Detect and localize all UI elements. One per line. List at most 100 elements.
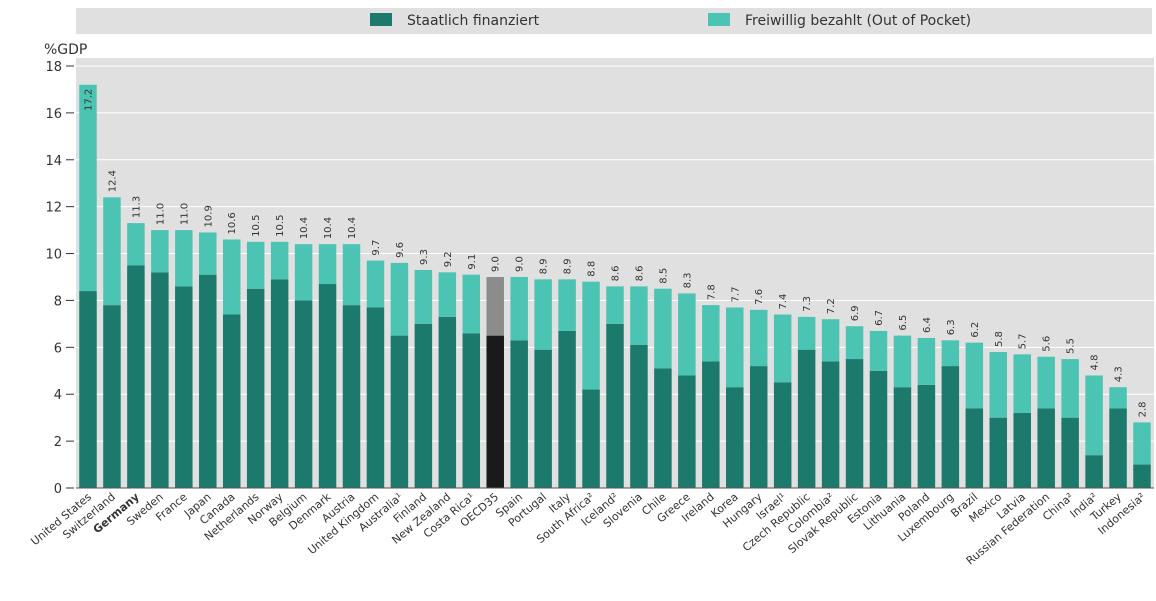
bar-freiwillig [1037,356,1055,409]
bar-staatlich [558,330,576,488]
value-label: 9.3 [419,249,430,265]
value-label: 8.6 [611,265,622,281]
bar-freiwillig [414,269,433,324]
value-label: 8.5 [658,268,669,284]
legend-swatch-freiwillig [708,13,730,26]
bar-staatlich [654,368,672,488]
bar-staatlich [103,305,121,488]
bar-staatlich [534,349,552,488]
bar-staatlich [1085,455,1103,488]
value-label: 8.6 [634,265,645,281]
bar-freiwillig [462,274,481,334]
bar-freiwillig [318,244,337,285]
bar-staatlich [1013,412,1031,488]
bar-freiwillig [965,342,984,409]
y-axis: 0 2 4 6 8 10 12 14 16 18 [45,60,74,497]
bar-staatlich [486,335,504,488]
value-label: 9.2 [443,251,454,267]
bar-freiwillig [222,239,241,315]
value-label: 9.1 [467,254,478,270]
bar-staatlich [630,344,648,488]
bar-staatlich [1133,464,1151,488]
value-label: 6.7 [874,310,885,326]
bar-staatlich [917,384,936,488]
value-label: 9.0 [491,256,502,272]
bar-staatlich [318,284,337,488]
value-label: 10.5 [275,215,286,237]
bar-freiwillig [175,230,193,287]
value-label: 4.3 [1114,366,1125,382]
bar-staatlich [438,316,457,488]
bar-freiwillig [654,288,672,369]
value-label: 7.8 [706,284,717,300]
value-label: 10.4 [347,217,358,239]
bar-freiwillig [127,223,145,266]
value-label: 6.4 [922,317,933,333]
bar-staatlich [845,359,864,488]
bar-freiwillig [749,309,768,367]
bar-staatlich [127,265,145,488]
bar-freiwillig [486,277,504,336]
bar-freiwillig [366,260,385,308]
value-label: 11.0 [155,203,166,225]
bar-freiwillig [821,319,840,362]
value-label: 10.4 [323,217,334,239]
bar-freiwillig [342,244,361,306]
value-label: 7.2 [826,298,837,314]
bar-staatlich [1109,408,1127,488]
bar-freiwillig [1085,375,1103,456]
bar-staatlich [342,305,361,488]
y-axis-unit-label: %GDP [44,42,87,58]
bar-freiwillig [1013,354,1031,413]
bars [79,84,1151,488]
bar-staatlich [989,417,1008,488]
bar-staatlich [270,279,289,488]
bar-freiwillig [438,272,457,317]
value-label: 9.7 [371,240,382,256]
value-label: 6.3 [946,319,957,335]
bar-staatlich [606,323,624,488]
y-tick-label: 6 [54,341,62,356]
bar-freiwillig [941,340,960,367]
bar-freiwillig [79,84,97,292]
value-label: 6.2 [970,322,981,338]
value-label: 10.4 [299,217,310,239]
bar-freiwillig [390,262,409,336]
bar-staatlich [462,333,481,488]
y-tick-label: 8 [54,294,62,309]
bar-freiwillig [558,279,576,331]
bar-freiwillig [294,244,313,301]
bar-staatlich [414,323,433,488]
value-label: 8.8 [587,261,598,277]
bar-staatlich [1061,417,1079,488]
bar-staatlich [510,340,528,488]
y-tick-label: 10 [45,248,62,263]
value-label: 7.4 [778,294,789,310]
value-label: 10.5 [251,215,262,237]
value-label: 17.2 [84,89,95,111]
value-label: 7.3 [802,296,813,312]
bar-staatlich [246,288,265,488]
bar-staatlich [175,286,193,488]
bar-staatlich [773,382,792,488]
bar-freiwillig [582,281,600,390]
bar-staatlich [893,387,912,488]
bar-freiwillig [1133,422,1151,465]
legend: Staatlich finanziert Freiwillig bezahlt … [76,8,1152,34]
bar-staatlich [294,300,313,488]
bar-freiwillig [773,314,792,383]
y-tick-label: 4 [54,388,62,403]
bar-freiwillig [797,316,816,350]
bar-staatlich [821,361,840,488]
value-label: 5.7 [1018,333,1029,349]
legend-label-freiwillig: Freiwillig bezahlt (Out of Pocket) [745,13,971,29]
value-label: 6.9 [850,305,861,321]
value-label: 9.6 [395,242,406,258]
bar-freiwillig [199,232,217,275]
value-label: 8.3 [682,273,693,289]
legend-swatch-staatlich [370,13,392,26]
bar-staatlich [222,314,241,488]
bar-freiwillig [845,326,864,360]
bar-staatlich [726,387,744,488]
bar-staatlich [151,272,169,488]
